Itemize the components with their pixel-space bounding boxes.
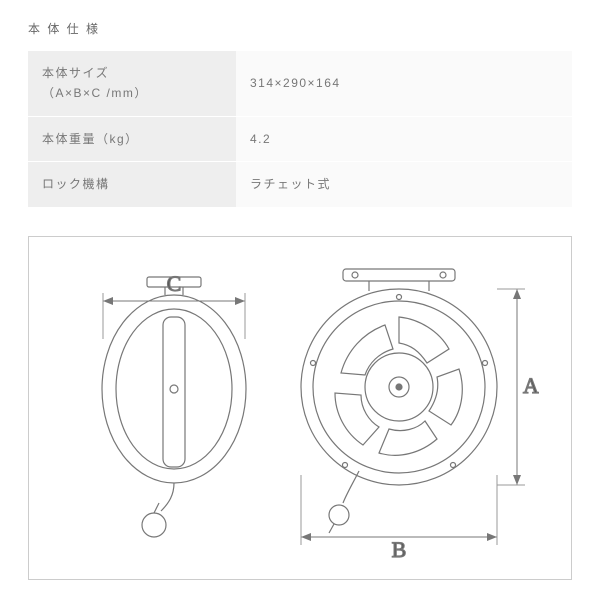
table-row: ロック機構 ラチェット式 (28, 162, 572, 207)
dim-label-c: C (167, 271, 182, 296)
spec-label: 本体サイズ（A×B×C /mm） (28, 51, 236, 116)
table-row: 本体重量（kg） 4.2 (28, 116, 572, 161)
spec-value: 314×290×164 (236, 51, 572, 116)
section-title: 本 体 仕 様 (28, 20, 572, 37)
dim-label-b: B (392, 537, 407, 559)
dimension-diagram: C (28, 236, 572, 580)
spec-table: 本体サイズ（A×B×C /mm） 314×290×164 本体重量（kg） 4.… (28, 51, 572, 208)
table-row: 本体サイズ（A×B×C /mm） 314×290×164 (28, 51, 572, 116)
spec-label: 本体重量（kg） (28, 116, 236, 161)
spec-value: 4.2 (236, 116, 572, 161)
dim-label-a: A (523, 373, 539, 398)
spec-label: ロック機構 (28, 162, 236, 207)
spec-value: ラチェット式 (236, 162, 572, 207)
